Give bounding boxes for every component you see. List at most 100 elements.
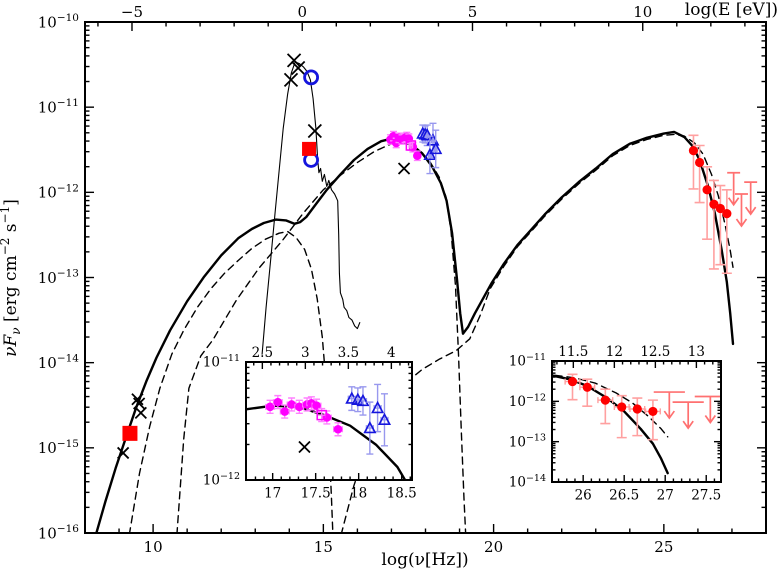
tick-label: 12 [606,344,623,360]
upper-limit-arrow [672,401,704,430]
tick-label: 10−11 [38,97,79,116]
marker-circle [709,199,719,209]
tick-label: 10−13 [38,267,79,286]
marker-triangle-open [423,147,437,161]
upper-limits [727,171,758,228]
marker-circle [582,382,592,392]
tick-label: 10 [633,3,652,21]
marker-circle [265,402,275,412]
tick-label: 10−11 [203,353,240,371]
curve-ic [551,374,669,438]
series-xray-cross [298,440,311,454]
tick-label: 12.5 [640,344,670,360]
tick-label: 0 [297,3,307,21]
marker-cross [116,446,130,460]
tick-label: 10−12 [203,471,240,489]
tick-label: 26.5 [609,488,639,504]
marker-cross [397,162,411,175]
marker-circle [567,376,578,387]
tick-label: 15 [314,538,333,556]
series-gamma-red-circles [564,373,661,441]
marker-cross [134,406,147,420]
upper-limit-arrow [744,181,758,216]
series-radio-red-square [122,425,138,441]
tick-label: 4 [387,345,396,361]
marker-circle-open [303,69,319,86]
series-xray-magenta-open-square [405,140,417,151]
tick-label: 20 [484,538,503,556]
tick-label: 10−14 [509,473,546,491]
marker-circle [632,404,642,414]
series-xray-blue-triangles [345,383,392,455]
marker-triangle-open [377,412,392,426]
axis-ticks [85,21,766,534]
tick-label: 11.5 [558,344,588,360]
series-optical-crosses [283,53,322,139]
marker-square [122,425,138,441]
marker-square-open [405,140,417,151]
marker-circle [287,400,296,409]
series-uv-xray-magenta [265,394,344,437]
series-optical-red-square [302,141,317,156]
tick-label: 10−16 [38,523,80,542]
marker-triangle-open [371,400,385,414]
tick-label: 3.5 [338,345,359,361]
marker-circle [333,424,343,434]
curve-radio-syn [128,230,334,534]
series-xray-cross [397,162,411,175]
marker-cross [283,72,299,88]
marker-triangle-open [429,141,443,155]
marker-circle [617,402,627,412]
marker-circle [295,402,304,412]
marker-circle [702,185,712,195]
marker-circle [648,406,658,417]
marker-circle [600,395,610,405]
marker-triangle-open [356,393,370,407]
tick-label: 18 [350,486,367,502]
tick-label: 13 [688,344,705,360]
tick-label: 26 [575,488,592,504]
tick-label: 10−10 [38,12,79,31]
marker-triangle-open [363,420,377,434]
marker-cross [307,123,322,139]
tick-label: 17.5 [301,486,331,502]
marker-circle [695,157,705,168]
marker-cross [133,397,146,410]
axis-ticks [246,361,412,481]
marker-cross [291,60,306,76]
series-radio-crosses [116,393,147,460]
marker-circle [722,209,732,219]
marker-square-open [316,409,327,421]
upper-limit-arrow [727,171,741,207]
plot-frame [551,360,722,483]
series-uv-xray-magenta [386,130,422,162]
tick-label: 10−14 [38,353,80,372]
tick-label: 18.5 [387,486,417,502]
tick-label: 27 [657,488,674,504]
curve-optical-template [261,61,361,355]
tick-label: 17 [264,486,281,502]
tick-label: 10−15 [38,438,79,457]
marker-circle [715,203,725,214]
tick-label: −5 [121,3,143,21]
tick-label: 5 [468,3,478,21]
plot-frame [245,361,413,481]
curve-total [94,130,735,534]
marker-triangle-open [420,128,434,141]
tick-label: 2.5 [252,345,273,361]
axis-ticks [552,360,721,483]
tick-label: 27.5 [691,488,721,504]
series-xray-magenta-open-square [316,407,327,423]
upper-limit-arrow [653,391,685,420]
tick-label: 10−12 [38,182,79,201]
tick-label: 25 [654,538,673,556]
marker-square [302,141,317,156]
tick-label: 10−12 [509,392,546,410]
marker-cross [131,393,144,406]
series-gamma-red-circles [688,134,732,275]
marker-circle [688,146,699,156]
marker-circle [280,407,290,416]
series-xray-blue-triangles [416,122,443,175]
